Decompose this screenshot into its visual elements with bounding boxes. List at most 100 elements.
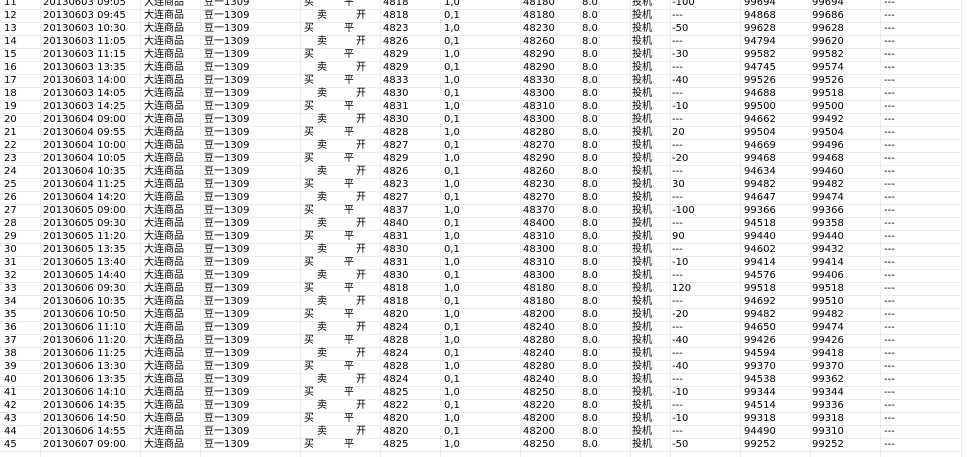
contract: 豆一1309 — [204, 439, 250, 450]
contract: 豆一1309 — [204, 257, 250, 268]
amount: 48300 — [523, 88, 555, 99]
fee: 8.0 — [582, 153, 598, 164]
quantity: 1,0 — [444, 231, 460, 242]
offset: 开 — [356, 218, 366, 229]
fee: 8.0 — [582, 361, 598, 372]
note: --- — [884, 88, 895, 99]
balance: 99620 — [812, 36, 844, 47]
exchange: 大连商品 — [144, 400, 184, 411]
price: 4840 — [383, 218, 409, 229]
contract: 豆一1309 — [204, 244, 250, 255]
row-index: 11 — [4, 0, 17, 8]
price: 4831 — [383, 101, 409, 112]
contract: 豆一1309 — [204, 335, 250, 346]
note: --- — [884, 166, 895, 177]
amount: 48260 — [523, 36, 555, 47]
amount: 48200 — [523, 413, 555, 424]
datetime: 20130604 10:00 — [43, 140, 126, 151]
quantity: 1,0 — [444, 439, 460, 450]
note: --- — [884, 179, 895, 190]
datetime: 20130606 13:30 — [43, 361, 126, 372]
equity: 94794 — [744, 36, 776, 47]
profit: 20 — [672, 127, 685, 138]
equity: 99414 — [744, 257, 776, 268]
datetime: 20130606 11:20 — [43, 335, 126, 346]
contract: 豆一1309 — [204, 88, 250, 99]
row-index: 23 — [4, 153, 17, 164]
amount: 48290 — [523, 62, 555, 73]
trade-type: 投机 — [632, 36, 652, 47]
trade-type: 投机 — [632, 10, 652, 21]
fee: 8.0 — [582, 296, 598, 307]
equity: 94634 — [744, 166, 776, 177]
fee: 8.0 — [582, 166, 598, 177]
trade-type: 投机 — [632, 270, 652, 281]
contract: 豆一1309 — [204, 166, 250, 177]
row-index: 18 — [4, 88, 17, 99]
price: 4823 — [383, 23, 409, 34]
contract: 豆一1309 — [204, 309, 250, 320]
price: 4820 — [383, 413, 409, 424]
side: 卖 — [317, 400, 327, 411]
table-row: 28 20130605 09:30 大连商品 豆一1309 卖 开 4840 0,1 48400… — [0, 218, 962, 231]
table-row: 14 20130603 11:05 大连商品 豆一1309 卖 开 4826 0,1 48260… — [0, 36, 962, 49]
note: --- — [884, 348, 895, 359]
datetime: 20130603 10:30 — [43, 23, 126, 34]
column-divider — [580, 0, 581, 457]
exchange: 大连商品 — [144, 88, 184, 99]
note: --- — [884, 257, 895, 268]
profit: --- — [672, 244, 683, 255]
balance: 99406 — [812, 270, 844, 281]
equity: 94647 — [744, 192, 776, 203]
side: 买 — [304, 335, 314, 346]
balance: 99526 — [812, 75, 844, 86]
balance: 99492 — [812, 114, 844, 125]
balance: 99358 — [812, 218, 844, 229]
offset: 开 — [356, 88, 366, 99]
trade-type: 投机 — [632, 439, 652, 450]
quantity: 0,1 — [444, 166, 460, 177]
trade-type: 投机 — [632, 218, 652, 229]
quantity: 0,1 — [444, 140, 460, 151]
exchange: 大连商品 — [144, 348, 184, 359]
datetime: 20130604 10:05 — [43, 153, 126, 164]
price: 4823 — [383, 179, 409, 190]
balance: 99518 — [812, 283, 844, 294]
datetime: 20130604 11:25 — [43, 179, 126, 190]
equity: 99318 — [744, 413, 776, 424]
quantity: 0,1 — [444, 10, 460, 21]
exchange: 大连商品 — [144, 257, 184, 268]
profit: -40 — [672, 361, 689, 372]
note: --- — [884, 101, 895, 112]
quantity: 1,0 — [444, 153, 460, 164]
fee: 8.0 — [582, 10, 598, 21]
exchange: 大连商品 — [144, 205, 184, 216]
note: --- — [884, 114, 895, 125]
quantity: 1,0 — [444, 361, 460, 372]
contract: 豆一1309 — [204, 23, 250, 34]
profit: -20 — [672, 153, 689, 164]
price: 4825 — [383, 387, 409, 398]
fee: 8.0 — [582, 374, 598, 385]
table-row: 27 20130605 09:00 大连商品 豆一1309 买 平 4837 1,0 48370… — [0, 205, 962, 218]
note: --- — [884, 426, 895, 437]
quantity: 1,0 — [444, 413, 460, 424]
row-index: 21 — [4, 127, 17, 138]
contract: 豆一1309 — [204, 426, 250, 437]
offset: 开 — [356, 426, 366, 437]
contract: 豆一1309 — [204, 153, 250, 164]
note: --- — [884, 283, 895, 294]
equity: 94662 — [744, 114, 776, 125]
amount: 48180 — [523, 10, 555, 21]
side: 买 — [304, 361, 314, 372]
offset: 开 — [356, 244, 366, 255]
note: --- — [884, 413, 895, 424]
table-row: 40 20130606 13:35 大连商品 豆一1309 卖 开 4824 0,1 48240… — [0, 374, 962, 387]
amount: 48240 — [523, 348, 555, 359]
note: --- — [884, 439, 895, 450]
offset: 平 — [344, 387, 354, 398]
trade-type: 投机 — [632, 23, 652, 34]
table-row: 33 20130606 09:30 大连商品 豆一1309 买 平 4818 1,0 48180… — [0, 283, 962, 296]
row-index: 29 — [4, 231, 17, 242]
